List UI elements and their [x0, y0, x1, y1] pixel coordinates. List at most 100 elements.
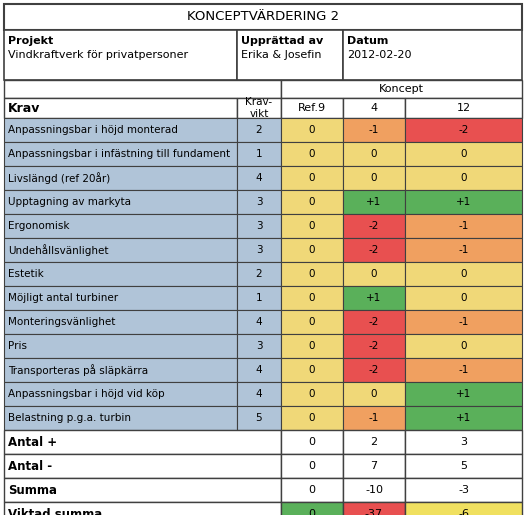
Text: -2: -2 [369, 341, 379, 351]
Text: -37: -37 [365, 509, 383, 515]
Bar [405, 430, 522, 454]
Text: 4: 4 [256, 317, 262, 327]
Bar [237, 30, 343, 80]
Text: +1: +1 [456, 389, 471, 399]
Text: 2: 2 [370, 437, 378, 447]
Bar [343, 166, 405, 190]
Bar [237, 238, 281, 262]
Bar [281, 80, 522, 98]
Bar [343, 190, 405, 214]
Text: -2: -2 [369, 317, 379, 327]
Text: 0: 0 [460, 293, 467, 303]
Text: Ergonomisk: Ergonomisk [8, 221, 69, 231]
Bar [4, 286, 237, 310]
Text: -2: -2 [369, 365, 379, 375]
Bar [4, 80, 281, 98]
Text: Belastning p.g.a. turbin: Belastning p.g.a. turbin [8, 413, 131, 423]
Bar [405, 142, 522, 166]
Bar [281, 406, 343, 430]
Bar [405, 286, 522, 310]
Text: Krav: Krav [8, 102, 41, 115]
Text: Erika & Josefin: Erika & Josefin [241, 50, 321, 60]
Bar [343, 406, 405, 430]
Bar [281, 190, 343, 214]
Text: 0: 0 [309, 341, 315, 351]
Bar [281, 214, 343, 238]
Bar [405, 310, 522, 334]
Bar [4, 142, 237, 166]
Bar [405, 238, 522, 262]
Bar [343, 430, 405, 454]
Text: 4: 4 [256, 365, 262, 375]
Text: +1: +1 [456, 413, 471, 423]
Text: 0: 0 [371, 173, 377, 183]
Text: 2: 2 [256, 269, 262, 279]
Bar [281, 382, 343, 406]
Bar [405, 190, 522, 214]
Bar [237, 286, 281, 310]
Text: Datum: Datum [347, 36, 388, 46]
Text: -2: -2 [369, 221, 379, 231]
Bar [237, 262, 281, 286]
Bar [4, 358, 237, 382]
Bar [343, 142, 405, 166]
Text: Ref.9: Ref.9 [298, 103, 326, 113]
Bar [281, 262, 343, 286]
Text: Krav-
vikt: Krav- vikt [246, 97, 272, 119]
Text: 0: 0 [309, 269, 315, 279]
Text: 0: 0 [309, 317, 315, 327]
Bar [405, 166, 522, 190]
Bar [405, 358, 522, 382]
Text: Upptagning av markyta: Upptagning av markyta [8, 197, 131, 207]
Bar [281, 430, 343, 454]
Bar [4, 98, 237, 118]
Text: -2: -2 [369, 245, 379, 255]
Text: 0: 0 [309, 365, 315, 375]
Bar [405, 214, 522, 238]
Text: Summa: Summa [8, 484, 57, 496]
Text: Antal -: Antal - [8, 459, 52, 472]
Text: 12: 12 [457, 103, 471, 113]
Bar [4, 406, 237, 430]
Bar [343, 30, 522, 80]
Text: -10: -10 [365, 485, 383, 495]
Text: +1: +1 [367, 293, 382, 303]
Text: Transporteras på släpkärra: Transporteras på släpkärra [8, 364, 148, 376]
Text: 0: 0 [309, 293, 315, 303]
Text: 0: 0 [309, 461, 316, 471]
Text: 2012-02-20: 2012-02-20 [347, 50, 411, 60]
Text: 0: 0 [371, 149, 377, 159]
Bar [4, 502, 281, 515]
Text: 0: 0 [309, 197, 315, 207]
Bar [343, 118, 405, 142]
Text: -1: -1 [458, 365, 469, 375]
Text: Estetik: Estetik [8, 269, 44, 279]
Text: 4: 4 [256, 173, 262, 183]
Bar [281, 118, 343, 142]
Text: 0: 0 [309, 245, 315, 255]
Text: Anpassningsbar i höjd monterad: Anpassningsbar i höjd monterad [8, 125, 178, 135]
Text: 3: 3 [256, 197, 262, 207]
Bar [405, 478, 522, 502]
Text: -2: -2 [458, 125, 469, 135]
Text: Monteringsvänlighet: Monteringsvänlighet [8, 317, 115, 327]
Text: -1: -1 [458, 245, 469, 255]
Bar [4, 310, 237, 334]
Bar [281, 286, 343, 310]
Text: 5: 5 [460, 461, 467, 471]
Text: 1: 1 [256, 149, 262, 159]
Text: 3: 3 [256, 221, 262, 231]
Text: -3: -3 [458, 485, 469, 495]
Text: 0: 0 [309, 389, 315, 399]
Text: 0: 0 [371, 389, 377, 399]
Bar [4, 334, 237, 358]
Bar [281, 98, 343, 118]
Bar [343, 98, 405, 118]
Text: 0: 0 [460, 173, 467, 183]
Text: -1: -1 [369, 413, 379, 423]
Text: Upprättad av: Upprättad av [241, 36, 323, 46]
Bar [281, 166, 343, 190]
Bar [237, 358, 281, 382]
Text: -1: -1 [369, 125, 379, 135]
Bar [405, 334, 522, 358]
